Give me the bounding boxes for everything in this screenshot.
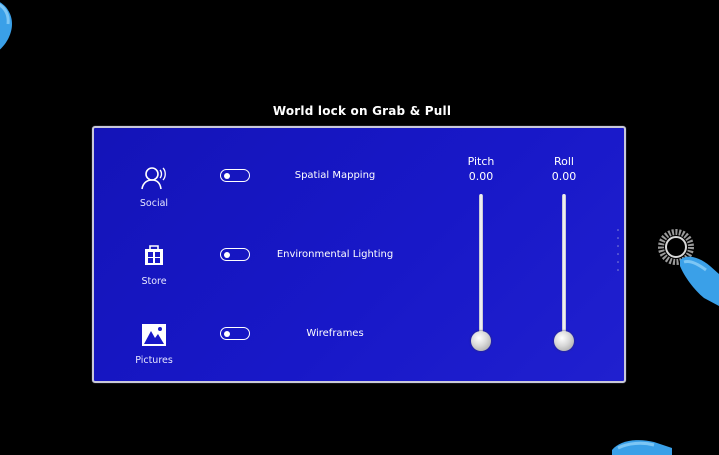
app-label: Store — [141, 276, 167, 287]
store-icon — [145, 245, 163, 265]
app-label: Social — [139, 198, 169, 209]
toggle-wireframes[interactable] — [220, 327, 250, 340]
app-social[interactable]: Social — [124, 164, 184, 209]
toggle-knob — [224, 172, 230, 179]
toggle-environmental-lighting[interactable] — [220, 248, 250, 261]
window-title: World lock on Grab & Pull — [272, 104, 452, 118]
hand-icon — [0, 2, 12, 50]
social-icon — [141, 167, 166, 190]
hand-icon — [680, 256, 719, 306]
app-label: Pictures — [135, 355, 173, 366]
slider-pitch-label: Pitch — [467, 155, 495, 168]
toggle-label-wireframes: Wireframes — [306, 328, 364, 339]
slider-pitch-track[interactable] — [479, 194, 483, 339]
hand-icon — [612, 440, 672, 455]
toggle-knob — [224, 330, 230, 337]
slider-roll-value: 0.00 — [551, 170, 577, 183]
resize-handle[interactable] — [616, 226, 620, 276]
slider-pitch-value: 0.00 — [468, 170, 494, 183]
pictures-icon — [142, 324, 166, 346]
settings-panel: Social Store Pictures Spa — [92, 126, 626, 383]
app-pictures[interactable]: Pictures — [124, 321, 184, 366]
toggle-spatial-mapping[interactable] — [220, 169, 250, 182]
toggle-knob — [224, 251, 230, 258]
ring-icon — [658, 229, 694, 265]
slider-roll-track[interactable] — [562, 194, 566, 339]
toggle-label-spatial-mapping: Spatial Mapping — [294, 170, 376, 181]
toggle-label-environmental-lighting: Environmental Lighting — [276, 249, 394, 260]
slider-roll-label: Roll — [554, 155, 574, 168]
slider-roll-thumb[interactable] — [554, 331, 574, 351]
app-store[interactable]: Store — [124, 242, 184, 287]
slider-pitch-thumb[interactable] — [471, 331, 491, 351]
